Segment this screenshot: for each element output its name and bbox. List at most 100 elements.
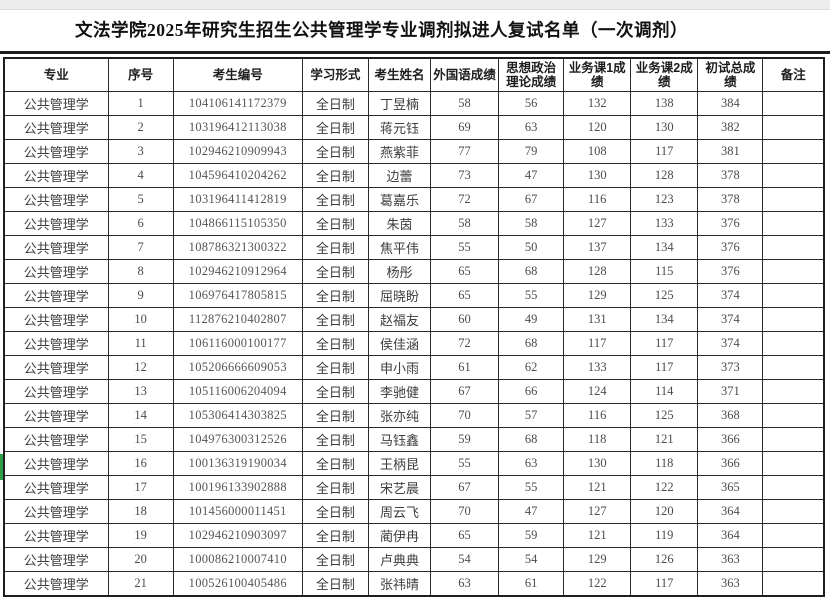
table-cell: 69: [429, 115, 500, 140]
table-row: 公共管理学 15 104976300312526 全日制 马钰鑫 59 68 118 121 36…: [3, 427, 825, 452]
table-cell: 104866115105350: [172, 211, 303, 236]
table-cell: 13: [107, 379, 174, 404]
table-cell: 376: [697, 235, 764, 260]
table-cell: 全日制: [301, 499, 369, 524]
header-cell: 考生编号: [172, 57, 303, 92]
table-cell: 58: [498, 211, 565, 236]
table-cell: 65: [429, 283, 500, 308]
table-cell: 14: [107, 403, 174, 428]
header-cell: 思想政治理论成绩: [498, 57, 565, 92]
table-row: 公共管理学 18 101456000011451 全日制 周云飞 70 47 127 120 36…: [3, 499, 825, 524]
table-cell: 125: [630, 283, 699, 308]
table-cell: 129: [563, 547, 632, 572]
table-cell: 公共管理学: [3, 187, 109, 212]
table-row: 公共管理学 7 108786321300322 全日制 焦平伟 55 50 137 134 376: [3, 235, 825, 260]
table-cell: 129: [563, 283, 632, 308]
table-cell: 68: [498, 427, 565, 452]
table-cell: [762, 547, 825, 572]
table-cell: 105206666609053: [172, 355, 303, 380]
table-row: 公共管理学 19 102946210903097 全日制 蔺伊冉 65 59 121 119 36…: [3, 523, 825, 548]
table-cell: 公共管理学: [3, 235, 109, 260]
table-cell: 128: [563, 259, 632, 284]
table-cell: 全日制: [301, 571, 369, 597]
table-cell: 全日制: [301, 379, 369, 404]
table-cell: 364: [697, 523, 764, 548]
table-row: 公共管理学 3 102946210909943 全日制 燕紫菲 77 79 108 117 381: [3, 139, 825, 164]
table-cell: 3: [107, 139, 174, 164]
table-cell: 73: [429, 163, 500, 188]
table-cell: 123: [630, 187, 699, 212]
table-cell: 公共管理学: [3, 379, 109, 404]
table-cell: 121: [563, 523, 632, 548]
table-cell: 102946210903097: [172, 523, 303, 548]
table-cell: 115: [630, 259, 699, 284]
table-cell: 李驰健: [367, 379, 432, 404]
table-cell: 63: [429, 571, 500, 597]
table-cell: 公共管理学: [3, 139, 109, 164]
table-cell: 122: [630, 475, 699, 500]
table-cell: 374: [697, 307, 764, 332]
table-cell: 马钰鑫: [367, 427, 432, 452]
header-cell: 业务课2成绩: [630, 57, 699, 92]
table-cell: 100136319190034: [172, 451, 303, 476]
table-cell: [762, 403, 825, 428]
table-cell: 公共管理学: [3, 451, 109, 476]
table-cell: 371: [697, 379, 764, 404]
table-cell: 焦平伟: [367, 235, 432, 260]
table-cell: 全日制: [301, 331, 369, 356]
table-cell: [762, 115, 825, 140]
table-cell: 9: [107, 283, 174, 308]
table-cell: [762, 307, 825, 332]
table-cell: 374: [697, 331, 764, 356]
table-cell: 55: [498, 475, 565, 500]
table-cell: [762, 499, 825, 524]
table-cell: 376: [697, 259, 764, 284]
table-cell: 58: [429, 211, 500, 236]
table-row: 公共管理学 17 100196133902888 全日制 宋艺晨 67 55 121 122 36…: [3, 475, 825, 500]
table-cell: 55: [429, 451, 500, 476]
table-cell: 47: [498, 499, 565, 524]
table-cell: 63: [498, 451, 565, 476]
table-cell: 21: [107, 571, 174, 597]
table-cell: [762, 163, 825, 188]
table-cell: 134: [630, 235, 699, 260]
table-cell: 68: [498, 259, 565, 284]
table-cell: 368: [697, 403, 764, 428]
table-cell: 全日制: [301, 163, 369, 188]
table-cell: 131: [563, 307, 632, 332]
table-cell: 100086210007410: [172, 547, 303, 572]
table-cell: 104976300312526: [172, 427, 303, 452]
table-cell: 102946210909943: [172, 139, 303, 164]
table-cell: 117: [563, 331, 632, 356]
table-row: 公共管理学 6 104866115105350 全日制 朱茵 58 58 127 133 376: [3, 211, 825, 236]
table-cell: 燕紫菲: [367, 139, 432, 164]
table-cell: 侯佳涵: [367, 331, 432, 356]
table-cell: 106976417805815: [172, 283, 303, 308]
table-cell: 全日制: [301, 187, 369, 212]
table-cell: 364: [697, 499, 764, 524]
header-cell: 学习形式: [301, 57, 369, 92]
table-cell: 112876210402807: [172, 307, 303, 332]
table-cell: 全日制: [301, 475, 369, 500]
page-title: 文法学院2025年研究生招生公共管理学专业调剂拟进人复试名单（一次调剂）: [75, 20, 688, 40]
table-cell: 127: [563, 211, 632, 236]
table-cell: [762, 283, 825, 308]
table-row: 公共管理学 16 100136319190034 全日制 王柄昆 55 63 130 118 36…: [3, 451, 825, 476]
table-cell: 118: [630, 451, 699, 476]
table-cell: 133: [563, 355, 632, 380]
table-row: 公共管理学 11 106116000100177 全日制 侯佳涵 72 68 117 117 37…: [3, 331, 825, 356]
table-cell: 葛嘉乐: [367, 187, 432, 212]
table-header-row: 专业 序号 考生编号 学习形式 考生姓名 外国语成绩 思想政治理论成绩 业务课1成绩 业务课2成…: [3, 57, 825, 92]
table-cell: 全日制: [301, 427, 369, 452]
table-cell: 17: [107, 475, 174, 500]
table-cell: 王柄昆: [367, 451, 432, 476]
table-cell: 384: [697, 91, 764, 116]
table-cell: 59: [498, 523, 565, 548]
table-cell: 公共管理学: [3, 403, 109, 428]
table-cell: 121: [563, 475, 632, 500]
table-cell: 公共管理学: [3, 475, 109, 500]
table-cell: 66: [498, 379, 565, 404]
table-cell: 申小雨: [367, 355, 432, 380]
table-cell: 63: [498, 115, 565, 140]
table-cell: 全日制: [301, 403, 369, 428]
